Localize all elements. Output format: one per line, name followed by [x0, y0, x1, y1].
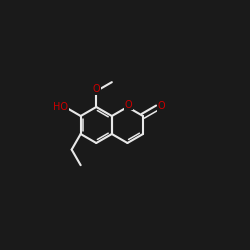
Text: O: O [93, 84, 100, 94]
Text: O: O [158, 101, 165, 111]
Text: O: O [125, 100, 132, 110]
Text: HO: HO [53, 102, 68, 112]
